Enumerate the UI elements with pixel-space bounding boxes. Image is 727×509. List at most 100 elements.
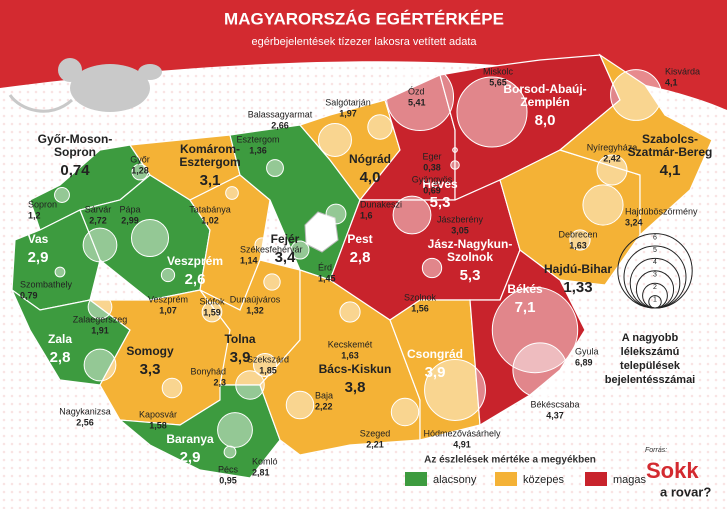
city-name: Békéscsaba [530,399,579,409]
city-bubble [512,342,568,398]
city-value: 0,95 [219,475,237,485]
city-name: Ózd [408,86,425,96]
county-name: Békés [507,282,543,296]
city-name: Baja [315,390,333,400]
city-value: 1,28 [131,165,149,175]
city-name: Veszprém [148,294,188,304]
source-label: Forrás: [645,447,667,454]
legend-swatch [585,472,607,486]
city-name: Sopron [28,199,57,209]
city-name: Salgótarján [325,97,371,107]
city-name: Bonyhád [190,366,226,376]
city-value: 0,38 [423,162,441,172]
city-value: 1,32 [246,305,264,315]
city-value: 1,97 [339,108,357,118]
county-value: 5,3 [430,194,451,211]
county-name: Jász-Nagykun- [428,237,513,251]
size-legend-text: bejelentésszámai [605,374,696,386]
county-value: 0,74 [60,162,90,179]
county-name: Csongrád [407,347,463,361]
city-name: Szekszárd [247,354,289,364]
city-bubble [82,227,118,263]
county-value: 1,33 [563,279,592,296]
county-name: Sopron [54,145,96,159]
county-name: Veszprém [167,254,223,268]
city-value: 5,65 [489,77,507,87]
county-name: Zemplén [520,95,569,109]
city-bubble [456,76,528,148]
county-area [469,249,586,427]
city-value: 2,72 [89,215,107,225]
city-name: Sárvár [85,204,112,214]
legend-label: alacsony [433,474,477,486]
city-value: 6,89 [575,357,593,367]
subtitle: egérbejelentések tízezer lakosra vetítet… [251,36,477,48]
county-value: 4,0 [360,169,381,186]
city-value: 4,1 [665,77,678,87]
legend-label: közepes [523,474,564,486]
city-bubble [424,359,486,421]
city-bubble [582,184,624,226]
city-value: 1,63 [341,350,359,360]
city-name: Tatabánya [189,204,231,214]
city-value: 4,37 [546,410,564,420]
county-name: Pest [347,232,372,246]
county-name: Nógrád [349,152,391,166]
county-name: Győr-Moson- [38,132,113,146]
county-value: 3,3 [140,361,161,378]
city-name: Szombathely [20,279,73,289]
city-name: Miskolc [483,66,514,76]
title: MAGYARORSZÁG EGÉRTÉRKÉPE [224,9,504,28]
city-bubble [285,390,315,420]
city-value: 2,22 [315,401,333,411]
county-name: Heves [422,177,458,191]
city-value: 2,42 [603,153,621,163]
city-name: Dunakeszi [360,199,402,209]
city-value: 2,81 [252,467,270,477]
county-name: Baranya [166,432,214,446]
city-bubble [54,266,66,278]
city-name: Székesfehérvár [240,244,303,254]
county-value: 3,4 [275,249,297,266]
city-bubble [225,186,239,200]
size-legend-text: települések [620,360,681,372]
city-name: Szolnok [404,292,437,302]
size-legend-label: 6 [653,234,657,241]
county-name: Bács-Kiskun [319,362,392,376]
city-bubble [217,412,253,448]
city-name: Debrecen [558,229,597,239]
city-value: 5,41 [408,97,426,107]
city-bubble [201,301,223,323]
city-bubble [235,370,265,400]
city-value: 0,79 [20,290,38,300]
city-name: Siófok [199,296,225,306]
city-value: 1,56 [411,303,429,313]
city-name: Kisvárda [665,66,700,76]
city-bubble [161,377,183,399]
city-bubble [266,159,284,177]
county-value: 2,9 [28,249,49,266]
city-bubble [452,147,458,153]
county-name: Zala [48,332,72,346]
city-name: Pápa [119,204,140,214]
city-value: 3,24 [625,217,643,227]
city-name: Gyula [575,346,599,356]
city-bubble [596,154,628,186]
size-legend-label: 5 [653,247,657,254]
city-value: 0,69 [423,185,441,195]
legend-swatch [405,472,427,486]
city-bubble [263,273,281,291]
city-bubble [421,257,443,279]
county-value: 2,6 [185,271,206,288]
city-bubble [253,353,277,377]
cities [54,62,662,459]
city-value: 1,45 [318,273,336,283]
legend-swatch [495,472,517,486]
city-value: 2,99 [121,215,139,225]
legend-title: Az észlelések mértéke a megyékben [424,455,596,466]
legend: alacsony közepes magas [405,472,647,486]
county-area [558,53,713,237]
city-name: Kecskemét [328,339,373,349]
